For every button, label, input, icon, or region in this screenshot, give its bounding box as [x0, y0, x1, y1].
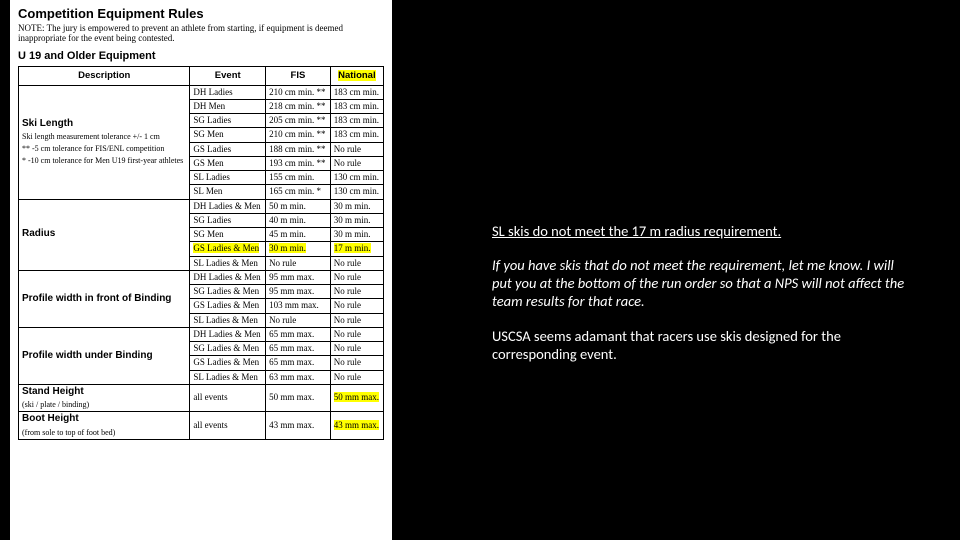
commentary-instruction: If you have skis that do not meet the re… [492, 256, 906, 310]
fis-cell: 45 m min. [266, 228, 331, 242]
event-cell: SG Men [190, 228, 266, 242]
fis-cell: 40 m min. [266, 213, 331, 227]
national-cell: 50 mm max. [330, 384, 383, 412]
doc-note: NOTE: The jury is empowered to prevent a… [18, 23, 384, 44]
table-row: Profile width in front of BindingDH Ladi… [19, 270, 384, 284]
event-cell: GS Men [190, 156, 266, 170]
national-cell: No rule [330, 256, 383, 270]
national-cell: No rule [330, 156, 383, 170]
description-cell: Profile width under Binding [19, 327, 190, 384]
event-cell: DH Ladies & Men [190, 199, 266, 213]
national-cell: 130 cm min. [330, 185, 383, 199]
commentary-block: SL skis do not meet the 17 m radius requ… [492, 222, 906, 379]
description-cell: Boot Height(from sole to top of foot bed… [19, 412, 190, 440]
col-national: National [330, 66, 383, 85]
fis-cell: 103 mm max. [266, 299, 331, 313]
table-row: RadiusDH Ladies & Men50 m min.30 m min. [19, 199, 384, 213]
fis-cell: 63 mm max. [266, 370, 331, 384]
national-cell: 17 m min. [330, 242, 383, 256]
fis-cell: 193 cm min. ** [266, 156, 331, 170]
fis-cell: 210 cm min. ** [266, 128, 331, 142]
fis-cell: 210 cm min. ** [266, 85, 331, 99]
event-cell: DH Ladies & Men [190, 270, 266, 284]
event-cell: SG Ladies & Men [190, 285, 266, 299]
national-cell: No rule [330, 370, 383, 384]
table-row: Stand Height(ski / plate / binding)all e… [19, 384, 384, 412]
national-cell: 183 cm min. [330, 114, 383, 128]
event-cell: SG Ladies [190, 114, 266, 128]
national-cell: No rule [330, 342, 383, 356]
national-cell: 30 m min. [330, 228, 383, 242]
event-cell: GS Ladies & Men [190, 356, 266, 370]
event-cell: all events [190, 384, 266, 412]
commentary-note: USCSA seems adamant that racers use skis… [492, 327, 906, 363]
table-header-row: Description Event FIS National [19, 66, 384, 85]
fis-cell: 95 mm max. [266, 285, 331, 299]
event-cell: SL Ladies & Men [190, 256, 266, 270]
rules-document: Competition Equipment Rules NOTE: The ju… [10, 0, 392, 540]
fis-cell: 205 cm min. ** [266, 114, 331, 128]
event-cell: SL Ladies & Men [190, 313, 266, 327]
fis-cell: 50 mm max. [266, 384, 331, 412]
national-cell: No rule [330, 285, 383, 299]
national-cell: No rule [330, 327, 383, 341]
event-cell: all events [190, 412, 266, 440]
fis-cell: 218 cm min. ** [266, 99, 331, 113]
national-cell: 183 cm min. [330, 128, 383, 142]
event-cell: GS Ladies [190, 142, 266, 156]
table-row: Ski LengthSki length measurement toleran… [19, 85, 384, 99]
description-cell: Stand Height(ski / plate / binding) [19, 384, 190, 412]
event-cell: SG Ladies & Men [190, 342, 266, 356]
fis-cell: 95 mm max. [266, 270, 331, 284]
event-cell: SG Men [190, 128, 266, 142]
national-cell: 30 m min. [330, 213, 383, 227]
commentary-warning: SL skis do not meet the 17 m radius requ… [492, 222, 906, 240]
fis-cell: 65 mm max. [266, 327, 331, 341]
table-row: Boot Height(from sole to top of foot bed… [19, 412, 384, 440]
national-cell: No rule [330, 356, 383, 370]
col-description: Description [19, 66, 190, 85]
fis-cell: 30 m min. [266, 242, 331, 256]
fis-cell: 155 cm min. [266, 171, 331, 185]
national-cell: 183 cm min. [330, 85, 383, 99]
national-cell: No rule [330, 142, 383, 156]
doc-title: Competition Equipment Rules [18, 6, 384, 21]
fis-cell: 165 cm min. * [266, 185, 331, 199]
description-cell: Ski LengthSki length measurement toleran… [19, 85, 190, 199]
national-cell: No rule [330, 299, 383, 313]
description-cell: Radius [19, 199, 190, 270]
event-cell: DH Ladies & Men [190, 327, 266, 341]
fis-cell: No rule [266, 256, 331, 270]
fis-cell: 43 mm max. [266, 412, 331, 440]
table-row: Profile width under BindingDH Ladies & M… [19, 327, 384, 341]
event-cell: DH Ladies [190, 85, 266, 99]
fis-cell: 65 mm max. [266, 342, 331, 356]
national-cell: No rule [330, 313, 383, 327]
national-cell: No rule [330, 270, 383, 284]
event-cell: SL Ladies & Men [190, 370, 266, 384]
national-cell: 43 mm max. [330, 412, 383, 440]
fis-cell: No rule [266, 313, 331, 327]
event-cell: GS Ladies & Men [190, 242, 266, 256]
doc-subtitle: U 19 and Older Equipment [18, 50, 384, 62]
event-cell: SL Men [190, 185, 266, 199]
col-event: Event [190, 66, 266, 85]
event-cell: GS Ladies & Men [190, 299, 266, 313]
national-cell: 30 m min. [330, 199, 383, 213]
equipment-table: Description Event FIS National Ski Lengt… [18, 66, 384, 440]
national-cell: 183 cm min. [330, 99, 383, 113]
fis-cell: 65 mm max. [266, 356, 331, 370]
col-fis: FIS [266, 66, 331, 85]
fis-cell: 50 m min. [266, 199, 331, 213]
fis-cell: 188 cm min. ** [266, 142, 331, 156]
national-cell: 130 cm min. [330, 171, 383, 185]
description-cell: Profile width in front of Binding [19, 270, 190, 327]
event-cell: SL Ladies [190, 171, 266, 185]
event-cell: DH Men [190, 99, 266, 113]
event-cell: SG Ladies [190, 213, 266, 227]
